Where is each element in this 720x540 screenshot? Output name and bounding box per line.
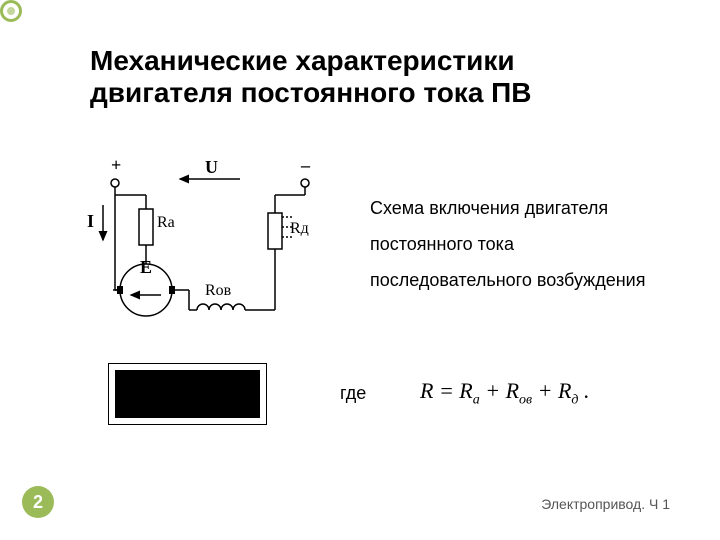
where-label: где — [340, 383, 366, 404]
desc-line-2: постоянного тока — [370, 226, 700, 262]
label-plus: + — [111, 155, 121, 175]
label-rov: Rов — [205, 282, 232, 299]
footer-text: Электропривод. Ч 1 — [541, 496, 670, 512]
label-e: E — [140, 257, 152, 277]
slide-title: Механические характеристики двигателя по… — [90, 45, 650, 109]
circuit-diagram: + – U I Rа E Rов — [75, 155, 345, 335]
description: Схема включения двигателя постоянного то… — [370, 190, 700, 298]
redacted-formula — [115, 370, 260, 418]
label-u: U — [205, 157, 218, 177]
label-i: I — [87, 211, 94, 231]
label-ra: Rа — [157, 214, 175, 231]
label-rd: Rд — [290, 220, 309, 237]
resistance-formula: R = Rа + Rов + Rд . — [420, 378, 590, 408]
slide-number: 2 — [22, 486, 54, 518]
formula-text: R = Rа + Rов + Rд . — [420, 378, 590, 403]
label-minus: – — [300, 155, 311, 175]
desc-line-3: последовательного возбуждения — [370, 262, 700, 298]
title-bullet — [0, 0, 22, 22]
desc-line-1: Схема включения двигателя — [370, 190, 700, 226]
